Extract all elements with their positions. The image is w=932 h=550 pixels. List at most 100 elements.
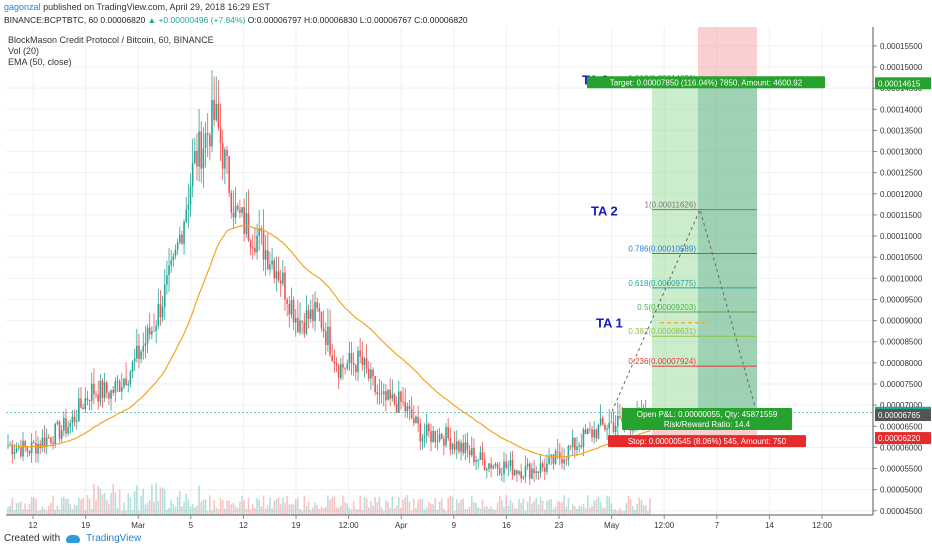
volume-bar — [292, 504, 295, 515]
volume-bar — [634, 509, 636, 515]
volume-bar — [133, 491, 136, 515]
volume-bar — [93, 484, 95, 515]
x-tick-label: 23 — [555, 521, 564, 530]
volume-bar — [578, 505, 580, 515]
volume-bar — [282, 497, 284, 515]
candle-body — [378, 393, 381, 395]
fib-level-label: 0.382(0.00008631) — [628, 327, 696, 336]
volume-bar — [513, 508, 516, 515]
stop-badge: Stop: 0.00000545 (8.06%) 545, Amount: 75… — [608, 435, 806, 448]
volume-bar — [546, 500, 548, 515]
ta-label: TA 2 — [591, 204, 618, 219]
candle-body — [174, 249, 177, 257]
volume-bar — [565, 506, 568, 515]
candle-body — [299, 320, 301, 333]
volume-bar — [415, 508, 417, 515]
time-axis[interactable]: 12 19 Mar 5 12 19 12:00 Apr 9 16 23 May 12:00 7 14 12:0… — [6, 514, 873, 530]
candle-body — [41, 437, 44, 448]
candle-body — [52, 442, 54, 445]
volume-bar — [314, 502, 316, 515]
candle-body — [155, 325, 157, 332]
candle-body — [548, 457, 550, 464]
candle-body — [309, 309, 312, 319]
candle-body — [531, 468, 533, 479]
volume-bar — [226, 500, 228, 515]
tradingview-logo-icon — [66, 534, 81, 543]
candle-body — [601, 418, 604, 425]
volume-bar — [140, 496, 142, 515]
candle-body — [267, 250, 269, 270]
volume-bar — [406, 495, 409, 515]
volume-bar — [73, 504, 76, 515]
volume-bar — [636, 504, 638, 515]
x-tick-label: 16 — [502, 521, 511, 530]
candle-body — [168, 265, 170, 276]
volume-bar — [163, 489, 166, 515]
volume-bar — [372, 505, 374, 515]
volume-bar — [632, 506, 634, 515]
volume-bar — [644, 505, 647, 515]
candle-body — [571, 437, 574, 448]
candle-body — [391, 394, 394, 399]
candle-body — [307, 310, 310, 319]
candle-body — [314, 302, 316, 322]
volume-bar — [118, 489, 121, 515]
volume-bar — [97, 486, 99, 515]
candle-body — [569, 446, 572, 448]
volume-bar — [241, 495, 243, 515]
candle-body — [125, 378, 127, 386]
price-axis[interactable]: 0.000155000.000150000.000145000.00014000… — [872, 27, 931, 516]
x-tick-label: 12 — [29, 521, 38, 530]
price-axis-badge-text: 0.00006220 — [878, 434, 921, 443]
candle-body — [30, 442, 33, 454]
candle-body — [440, 434, 443, 439]
volume-bar — [537, 504, 540, 515]
x-tick-label: Mar — [131, 521, 145, 530]
volume-bar — [601, 507, 604, 515]
candle-body — [80, 398, 82, 408]
loss-zone-top — [698, 27, 757, 84]
volume-bar — [123, 502, 125, 515]
candle-body — [582, 429, 585, 448]
volume-bar — [621, 510, 623, 515]
candle-body — [271, 260, 273, 265]
candle-body — [226, 149, 228, 157]
candle-body — [462, 442, 464, 454]
volume-bar — [228, 501, 230, 515]
volume-bar — [599, 501, 602, 515]
author-link[interactable]: gagonzal — [4, 2, 41, 12]
candle-body — [105, 382, 108, 393]
volume-bar — [303, 495, 306, 515]
candle-body — [513, 470, 516, 476]
volume-bar — [67, 498, 69, 515]
candle-body — [114, 381, 117, 393]
long-position-box[interactable] — [6, 27, 873, 439]
candle-body — [290, 300, 293, 315]
volume-bar — [320, 506, 323, 515]
volume-bar — [86, 495, 89, 515]
candle-body — [275, 271, 278, 279]
volume-bar — [183, 501, 185, 515]
candle-body — [578, 445, 580, 447]
volume-bar — [176, 496, 179, 515]
volume-bar — [447, 498, 449, 515]
volume-bar — [625, 503, 628, 515]
y-tick-label: 0.00015500 — [880, 42, 923, 51]
volume-bar — [432, 504, 434, 515]
candlestick-series — [7, 70, 651, 485]
candle-body — [99, 380, 102, 402]
volume-bar — [430, 503, 432, 515]
candle-body — [204, 133, 207, 149]
volume-bar — [116, 508, 119, 515]
candle-body — [101, 380, 104, 398]
volume-bar — [556, 501, 559, 515]
candle-body — [221, 143, 224, 169]
candle-body — [200, 131, 203, 169]
volume-bar — [159, 487, 162, 515]
chart-area[interactable]: 1.618(0.00014621)1(0.00011626)0.786(0.00… — [0, 27, 932, 530]
volume-bar — [129, 497, 132, 515]
candle-body — [413, 418, 415, 424]
volume-bar — [367, 507, 370, 515]
chart-svg[interactable]: 1.618(0.00014621)1(0.00011626)0.786(0.00… — [0, 27, 932, 530]
tradingview-link[interactable]: TradingView — [86, 533, 142, 544]
